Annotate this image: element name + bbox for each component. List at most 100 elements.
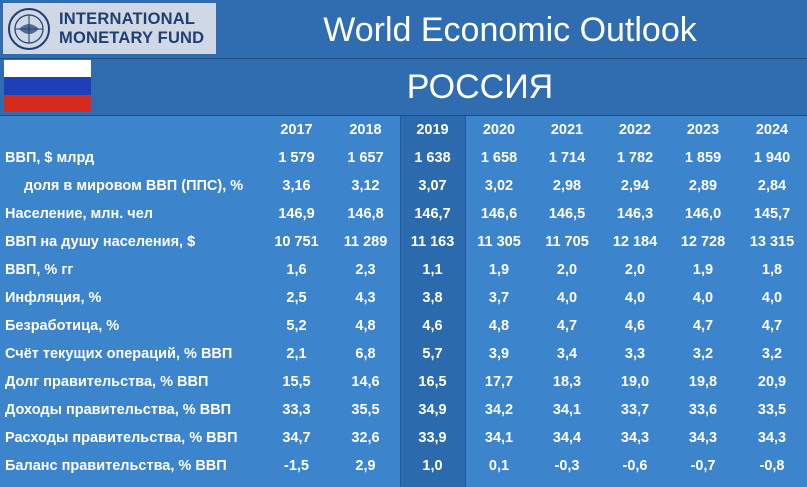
table-row: Счёт текущих операций, % ВВП 2,1 6,8 5,7 3,9… (0, 340, 807, 368)
row-label: Население, млн. чел (5, 206, 153, 222)
table-cell: 2,89 (688, 178, 718, 194)
column-separator (465, 116, 466, 487)
table-row: Безработица, % 5,2 4,8 4,6 4,8 4,7 4,6 4,7 4,7 (0, 312, 807, 340)
row-label: Баланс правительства, % ВВП (5, 458, 227, 474)
table-cell: 11 305 (477, 234, 521, 250)
imf-logo: INTERNATIONAL MONETARY FUND (3, 3, 216, 54)
table-row: Доходы правительства, % ВВП 33,3 35,5 34,9 3… (0, 396, 807, 424)
table-cell: 4,8 (488, 318, 510, 334)
table-cell: 1 658 (480, 150, 518, 166)
table-cell: 3,4 (556, 346, 578, 362)
table-cell: 4,6 (422, 318, 443, 334)
table-cell: 19,0 (620, 374, 650, 390)
table-cell: 34,9 (418, 402, 447, 418)
table-cell: 3,12 (351, 178, 380, 194)
year-header: 2018 (349, 122, 382, 138)
table-cell: 34,3 (688, 430, 718, 446)
table-cell: 14,6 (351, 374, 380, 390)
table-row: Население, млн. чел 146,9 146,8 146,7 146,6 1… (0, 200, 807, 228)
year-header: 2020 (482, 122, 516, 138)
table-cell: 3,16 (282, 178, 311, 194)
table-cell: 3,7 (488, 290, 510, 306)
table-cell: 146,7 (414, 206, 451, 222)
table-cell: 4,7 (761, 318, 783, 334)
table-cell: 146,5 (548, 206, 586, 222)
table-cell: -0,3 (554, 458, 580, 474)
flag-stripe-red (4, 94, 91, 112)
table-cell: 35,5 (351, 402, 380, 418)
row-label: Долг правительства, % ВВП (5, 374, 209, 390)
column-separator (400, 116, 401, 487)
table-cell: 33,7 (620, 402, 650, 418)
table-cell: 3,07 (418, 178, 447, 194)
table-cell: 2,0 (624, 262, 646, 278)
table-cell: 11 289 (343, 234, 388, 250)
table-cell: 34,4 (552, 430, 582, 446)
table-cell: 13 315 (749, 234, 795, 250)
table-divider (0, 115, 807, 116)
header-divider (0, 58, 807, 59)
table-cell: 12 728 (680, 234, 726, 250)
forecast-panel-bg (465, 116, 807, 487)
table-row: Расходы правительства, % ВВП 34,7 32,6 33,9… (0, 424, 807, 452)
page-header: INTERNATIONAL MONETARY FUND World Econom… (0, 0, 807, 115)
table-cell: 17,7 (484, 374, 514, 390)
table-cell: 11 705 (545, 234, 589, 250)
row-label: Доходы правительства, % ВВП (5, 402, 232, 418)
country-name: РОССИЯ (406, 68, 554, 106)
table-cell: 16,5 (418, 374, 447, 390)
table-cell: 146,6 (480, 206, 518, 222)
table-cell: 4,0 (624, 290, 646, 306)
table-cell: 4,0 (761, 290, 783, 306)
table-cell: 3,2 (761, 346, 783, 362)
table-cell: 3,02 (484, 178, 514, 194)
table-cell: 4,6 (624, 318, 646, 334)
table-cell: 12 184 (612, 234, 658, 250)
table-cell: 1 782 (616, 150, 654, 166)
data-table-panel: 2017 2018 2019 2020 2021 2022 2023 2024 … (0, 116, 807, 487)
table-cell: 3,9 (488, 346, 510, 362)
table-cell: 33,9 (418, 430, 447, 446)
row-label: ВВП, % гг (5, 262, 74, 278)
year-header: 2022 (618, 122, 652, 138)
imf-logo-text: INTERNATIONAL MONETARY FUND (59, 9, 205, 47)
table-cell: 18,3 (552, 374, 582, 390)
table-cell: 33,5 (757, 402, 787, 418)
table-cell: 4,0 (692, 290, 714, 306)
table-cell: 34,2 (484, 402, 514, 418)
label-panel-bg (0, 116, 400, 487)
year-header: 2017 (280, 122, 313, 138)
table-cell: 4,7 (692, 318, 714, 334)
year-header-row: 2017 2018 2019 2020 2021 2022 2023 2024 (0, 116, 807, 144)
table-cell: 4,3 (355, 290, 376, 306)
year-header: 2021 (550, 122, 584, 138)
table-cell: 4,8 (355, 318, 376, 334)
table-cell: 33,3 (282, 402, 311, 418)
table-row: ВВП, % гг 1,6 2,3 1,1 1,9 2,0 2,0 1,9 1,8 (0, 256, 807, 284)
table-cell: 2,9 (355, 458, 376, 474)
year-header: 2024 (755, 122, 789, 138)
table-cell: 34,3 (757, 430, 787, 446)
flag-stripe-blue (4, 77, 91, 95)
table-cell: 4,0 (556, 290, 578, 306)
table-cell: 33,6 (688, 402, 718, 418)
label-header (0, 116, 262, 144)
table-cell: 1,6 (286, 262, 307, 278)
table-cell: 15,5 (282, 374, 311, 390)
table-cell: 1 579 (278, 150, 315, 166)
table-cell: 1 940 (753, 150, 791, 166)
table-row: Инфляция, % 2,5 4,3 3,8 3,7 4,0 4,0 4,0 4,0 (0, 284, 807, 312)
row-label: ВВП на душу населения, $ (5, 234, 196, 250)
row-label: Расходы правительства, % ВВП (5, 430, 238, 446)
table-cell: 1 638 (414, 150, 451, 166)
table-cell: 146,9 (278, 206, 315, 222)
table-cell: 1 657 (347, 150, 384, 166)
table-row: Долг правительства, % ВВП 15,5 14,6 16,5 17,… (0, 368, 807, 396)
table-cell: 11 163 (410, 234, 455, 250)
table-cell: 2,5 (286, 290, 307, 306)
table-cell: 1 859 (684, 150, 722, 166)
table-cell: 1,0 (422, 458, 443, 474)
russia-flag-icon (4, 60, 91, 112)
economic-indicators-table: 2017 2018 2019 2020 2021 2022 2023 2024 … (0, 116, 807, 480)
year-header: 2023 (686, 122, 720, 138)
